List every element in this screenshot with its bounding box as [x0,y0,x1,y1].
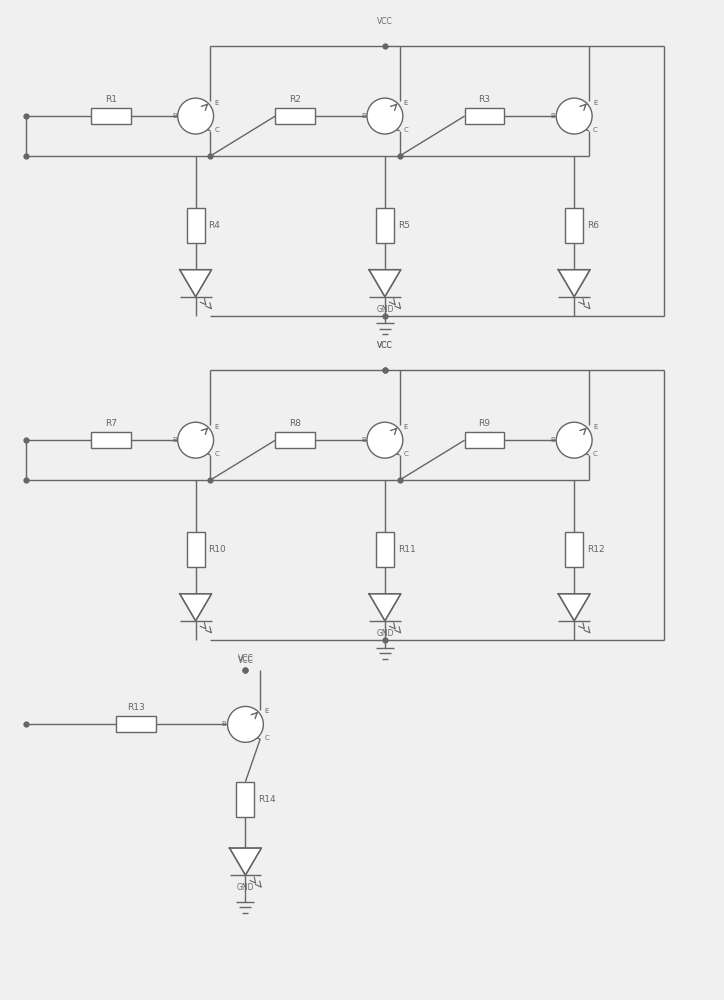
Text: VCC: VCC [377,341,393,350]
Bar [465,432,505,448]
Text: B: B [361,437,366,443]
Bar [116,716,156,732]
Text: E: E [593,424,597,430]
Text: E: E [404,100,408,106]
Text: R10: R10 [209,545,227,554]
Bar [465,108,505,124]
Polygon shape [558,594,590,621]
Bar [187,208,205,243]
Text: VCC: VCC [377,341,393,350]
Text: R8: R8 [290,419,301,428]
Text: B: B [361,113,366,119]
Text: E: E [214,100,219,106]
Text: R5: R5 [398,221,410,230]
Polygon shape [180,270,211,297]
Text: B: B [222,721,227,727]
Bar [187,532,205,567]
Text: C: C [593,127,598,133]
Text: C: C [214,451,219,457]
Bar [91,108,131,124]
Text: VCC: VCC [237,654,253,663]
Polygon shape [369,594,401,621]
Bar [91,432,131,448]
Text: R4: R4 [209,221,221,230]
Text: R13: R13 [127,703,145,712]
Text: C: C [214,127,219,133]
Bar [376,532,394,567]
Circle shape [227,706,264,742]
Text: C: C [404,451,408,457]
Bar [237,782,254,817]
Polygon shape [230,848,261,875]
Circle shape [556,98,592,134]
Text: E: E [404,424,408,430]
Text: R14: R14 [258,795,276,804]
Bar [376,208,394,243]
Text: C: C [593,451,598,457]
Circle shape [367,98,403,134]
Text: R6: R6 [587,221,599,230]
Text: GND: GND [376,629,394,638]
Text: R7: R7 [105,419,117,428]
Text: E: E [264,708,269,714]
Bar [275,432,315,448]
Circle shape [177,98,214,134]
Circle shape [367,422,403,458]
Text: R2: R2 [290,95,301,104]
Circle shape [556,422,592,458]
Text: C: C [264,735,269,741]
Text: R12: R12 [587,545,605,554]
Polygon shape [369,270,401,297]
Text: R11: R11 [398,545,416,554]
Circle shape [177,422,214,458]
Text: R1: R1 [105,95,117,104]
Text: E: E [214,424,219,430]
Text: B: B [550,437,555,443]
Bar [565,208,583,243]
Text: B: B [550,113,555,119]
Bar [565,532,583,567]
Text: R9: R9 [479,419,491,428]
Text: GND: GND [237,883,254,892]
Text: VCC: VCC [377,17,393,26]
Polygon shape [180,594,211,621]
Text: B: B [172,437,177,443]
Text: GND: GND [376,305,394,314]
Bar [275,108,315,124]
Text: E: E [593,100,597,106]
Polygon shape [558,270,590,297]
Text: C: C [404,127,408,133]
Text: VCC: VCC [237,656,253,665]
Text: R3: R3 [479,95,491,104]
Text: B: B [172,113,177,119]
